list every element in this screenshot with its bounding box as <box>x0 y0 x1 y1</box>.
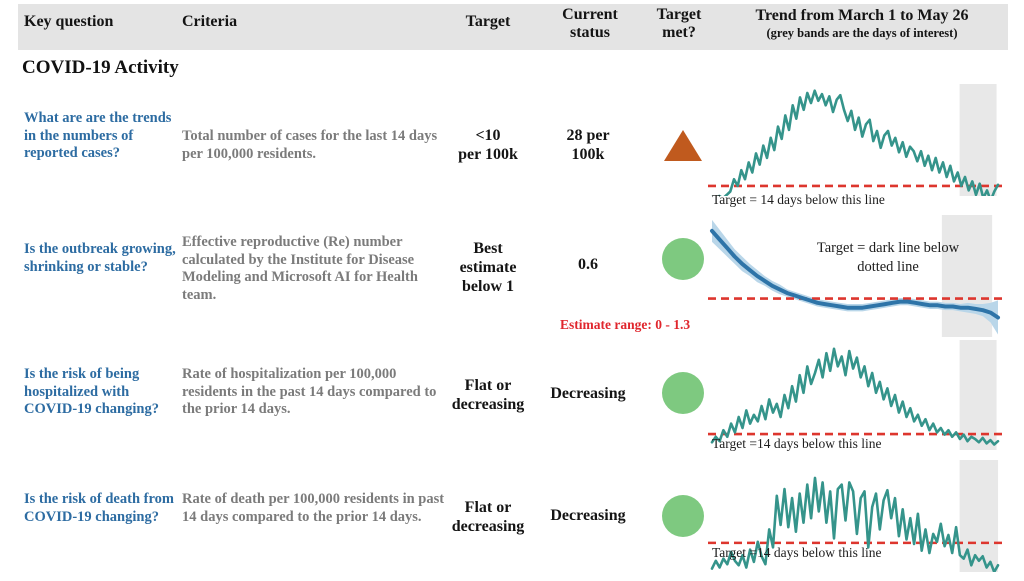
target-line: Flat or <box>464 499 512 516</box>
target-not-met-triangle-icon <box>664 130 702 161</box>
target-line: decreasing <box>451 396 525 414</box>
status-line: 0.6 <box>578 256 598 273</box>
target-met-cell <box>658 238 708 280</box>
table-header-bar: Key question Criteria Target Current sta… <box>18 4 1008 50</box>
status-line: 100k <box>571 146 605 164</box>
current-status-value: Decreasing <box>540 506 636 525</box>
criteria-text: Total number of cases for the last 14 da… <box>182 128 438 162</box>
target-value: Best estimate below 1 <box>438 239 538 297</box>
target-line: per 100k <box>458 146 518 164</box>
trend-header-subtitle: (grey bands are the days of interest) <box>766 25 958 40</box>
column-header-key-question: Key question <box>24 13 114 30</box>
target-line: below 1 <box>462 278 514 296</box>
chart-caption: Target =14 days below this line <box>712 436 882 451</box>
target-value: Flat or decreasing <box>438 376 538 414</box>
target-met-cell <box>658 372 708 414</box>
target-met-cell <box>658 495 708 537</box>
target-value: <10 per 100k <box>438 126 538 164</box>
status-line: Decreasing <box>550 507 626 524</box>
target-line: Flat or <box>464 377 512 394</box>
question-text: Is the outbreak growing, shrinking or st… <box>24 241 176 275</box>
table-row-reported-cases: What are are the trends in the numbers o… <box>0 84 1024 212</box>
target-value: Flat or decreasing <box>438 498 538 536</box>
column-header-criteria: Criteria <box>182 13 238 30</box>
table-row-outbreak-re: Is the outbreak growing, shrinking or st… <box>0 213 1024 338</box>
trend-header-title: Trend from March 1 to May 26 <box>755 7 969 24</box>
table-row-deaths: Is the risk of death from COVID-19 chang… <box>0 458 1024 578</box>
question-text: Is the risk of being hospitalized with C… <box>24 366 159 418</box>
target-line: Best <box>473 240 503 257</box>
chart-caption: Target =14 days below this line <box>712 545 882 560</box>
trend-chart-cases <box>708 84 1004 196</box>
column-header-target: Target <box>465 13 511 30</box>
estimate-range-note: Estimate range: 0 - 1.3 <box>560 317 691 332</box>
trend-chart-hospitalization <box>708 340 1004 450</box>
criteria-text: Rate of death per 100,000 residents in p… <box>182 491 445 525</box>
status-line: 28 per <box>566 127 610 144</box>
table-row-hospitalization: Is the risk of being hospitalized with C… <box>0 338 1024 456</box>
target-met-circle-icon <box>662 372 704 414</box>
target-line: estimate <box>459 259 517 277</box>
current-status-value: Decreasing <box>540 384 636 403</box>
target-met-cell <box>658 130 708 161</box>
column-header-trend: Trend from March 1 to May 26 (grey bands… <box>712 7 1012 40</box>
criteria-text: Effective reproductive (Re) number calcu… <box>182 234 418 304</box>
target-met-circle-icon <box>662 238 704 280</box>
current-status-value: 0.6 <box>540 255 636 274</box>
criteria-text: Rate of hospitalization per 100,000 resi… <box>182 366 437 418</box>
question-text: What are are the trends in the numbers o… <box>24 110 172 162</box>
chart-annotation: Target = dark line below dotted line <box>816 240 960 275</box>
section-title: COVID-19 Activity <box>22 57 179 78</box>
status-line: Decreasing <box>550 385 626 402</box>
column-header-target-met: Target met? <box>656 6 702 41</box>
target-line: <10 <box>475 127 501 144</box>
trend-chart-deaths <box>708 460 1004 572</box>
target-met-circle-icon <box>662 495 704 537</box>
target-line: decreasing <box>451 518 525 536</box>
trend-chart-re <box>708 215 1004 337</box>
current-status-value: 28 per 100k <box>540 126 636 164</box>
chart-caption: Target = 14 days below this line <box>712 192 885 207</box>
column-header-current-status: Current status <box>562 6 618 41</box>
question-text: Is the risk of death from COVID-19 chang… <box>24 491 174 525</box>
